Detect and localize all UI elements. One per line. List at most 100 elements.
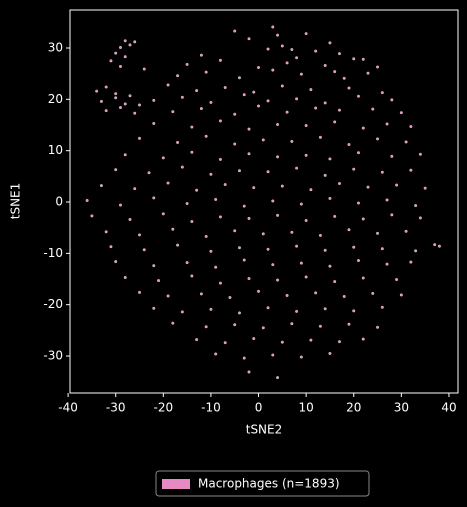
point bbox=[323, 173, 327, 177]
point bbox=[138, 233, 141, 237]
legend-label: Macrophages (n=1893) bbox=[198, 477, 340, 491]
point bbox=[242, 93, 246, 97]
point bbox=[199, 53, 203, 57]
point bbox=[157, 279, 160, 283]
point bbox=[376, 231, 379, 235]
plot-frame bbox=[69, 9, 459, 394]
point bbox=[99, 184, 103, 188]
point bbox=[218, 58, 222, 62]
point bbox=[214, 265, 218, 269]
point bbox=[385, 122, 389, 126]
point bbox=[318, 135, 322, 139]
point bbox=[314, 49, 318, 53]
point bbox=[247, 152, 251, 156]
x-tick-label: -10 bbox=[201, 401, 221, 415]
point bbox=[109, 59, 113, 63]
point bbox=[99, 99, 103, 103]
y-tick-label: 20 bbox=[48, 92, 63, 106]
point bbox=[204, 234, 208, 238]
point bbox=[304, 219, 308, 222]
point bbox=[266, 306, 270, 310]
point bbox=[233, 229, 237, 233]
point bbox=[190, 274, 194, 278]
point bbox=[247, 37, 251, 41]
point bbox=[95, 89, 99, 93]
point bbox=[242, 258, 246, 262]
point bbox=[214, 197, 218, 201]
point bbox=[257, 289, 260, 293]
point bbox=[385, 198, 389, 202]
point bbox=[257, 66, 260, 69]
point bbox=[138, 136, 141, 140]
point bbox=[380, 91, 384, 95]
point bbox=[257, 104, 260, 108]
point bbox=[261, 138, 265, 142]
point bbox=[190, 150, 194, 154]
point bbox=[380, 305, 384, 309]
point bbox=[361, 276, 365, 280]
point bbox=[166, 294, 170, 298]
point bbox=[204, 70, 208, 74]
point bbox=[85, 199, 89, 202]
point bbox=[380, 247, 384, 251]
point bbox=[338, 182, 341, 185]
point bbox=[199, 292, 203, 296]
point bbox=[366, 71, 370, 75]
point bbox=[299, 202, 303, 206]
point bbox=[233, 29, 237, 33]
point bbox=[238, 246, 241, 250]
point bbox=[299, 261, 303, 265]
point bbox=[147, 171, 151, 175]
x-tick-label: -30 bbox=[106, 401, 126, 415]
point bbox=[357, 94, 360, 98]
point bbox=[361, 57, 365, 61]
point bbox=[133, 187, 137, 191]
point bbox=[323, 248, 327, 252]
point bbox=[304, 124, 308, 127]
point bbox=[366, 185, 370, 189]
point bbox=[190, 220, 194, 223]
point bbox=[376, 137, 379, 141]
point bbox=[252, 90, 256, 94]
y-axis-label: tSNE1 bbox=[9, 183, 23, 220]
point bbox=[328, 196, 332, 200]
point bbox=[247, 216, 251, 220]
point bbox=[418, 152, 422, 156]
point bbox=[376, 65, 379, 69]
point bbox=[352, 245, 356, 249]
point bbox=[271, 263, 275, 267]
point bbox=[309, 338, 313, 342]
point bbox=[209, 172, 213, 176]
point bbox=[176, 141, 180, 144]
point bbox=[171, 321, 175, 325]
point bbox=[190, 125, 194, 129]
point bbox=[418, 216, 422, 220]
point bbox=[280, 184, 284, 188]
point bbox=[409, 168, 413, 172]
point bbox=[271, 25, 275, 29]
point bbox=[209, 100, 213, 104]
point bbox=[347, 143, 351, 146]
x-tick-label: 10 bbox=[298, 401, 313, 415]
point bbox=[423, 186, 427, 190]
point bbox=[295, 166, 299, 170]
point bbox=[218, 157, 222, 161]
point bbox=[271, 199, 275, 203]
point bbox=[338, 52, 341, 56]
point bbox=[309, 88, 313, 92]
point bbox=[152, 98, 156, 102]
point bbox=[276, 278, 280, 282]
point bbox=[328, 41, 332, 45]
point bbox=[342, 295, 346, 298]
point bbox=[271, 353, 275, 357]
point bbox=[161, 212, 165, 216]
point bbox=[266, 170, 270, 174]
point bbox=[314, 106, 318, 110]
point bbox=[242, 204, 246, 208]
point bbox=[414, 204, 418, 208]
point bbox=[218, 215, 222, 219]
point bbox=[238, 169, 241, 173]
point bbox=[104, 230, 108, 234]
point bbox=[185, 202, 189, 206]
y-tick-label: 30 bbox=[48, 40, 63, 54]
